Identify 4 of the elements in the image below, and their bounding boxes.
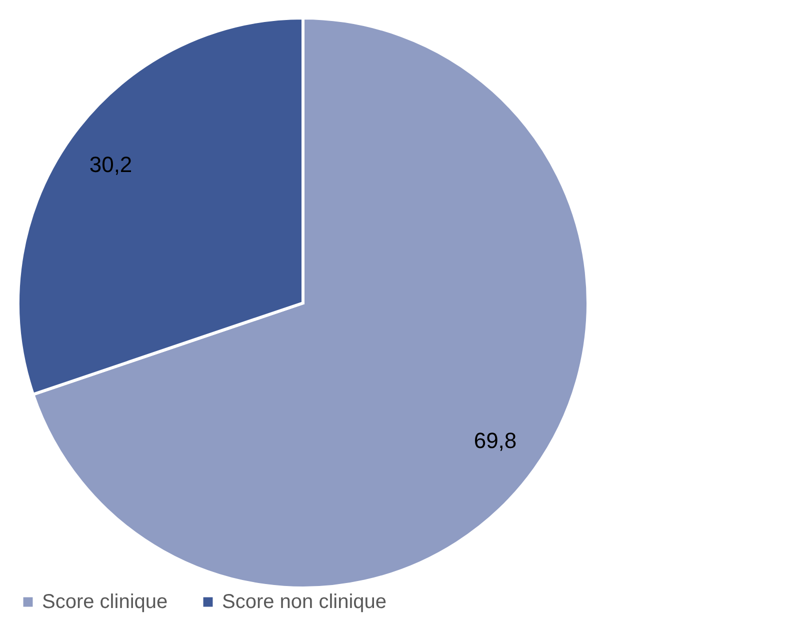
data-label: 30,2 — [89, 152, 132, 178]
legend-label: Score non clinique — [222, 591, 387, 613]
legend-label: Score clinique — [42, 591, 168, 613]
data-label: 69,8 — [474, 428, 517, 453]
